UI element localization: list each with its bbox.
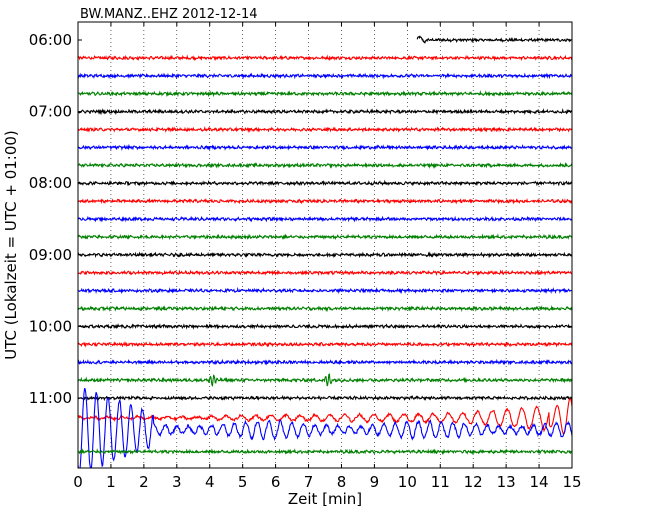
x-tick-label: 11: [431, 473, 450, 491]
x-tick-label: 12: [464, 473, 483, 491]
plot-frame: [77, 21, 573, 469]
y-axis-title: UTC (Lokalzeit = UTC + 01:00): [2, 130, 20, 360]
trace-line: [78, 373, 572, 387]
trace-line: [78, 341, 572, 348]
y-tick-label: 11:00: [29, 389, 72, 407]
trace-line: [416, 35, 572, 44]
trace-line: [78, 394, 572, 402]
trace-line: [78, 233, 572, 241]
trace-line: [78, 72, 572, 80]
chart-title: BW.MANZ..EHZ 2012-12-14: [80, 7, 258, 22]
x-tick-label: 4: [205, 473, 215, 491]
x-tick-label: 8: [337, 473, 347, 491]
trace-line: [78, 215, 572, 223]
x-tick-label: 1: [106, 473, 116, 491]
x-tick-label: 5: [238, 473, 248, 491]
x-tick-label: 13: [497, 473, 516, 491]
x-tick-label: 7: [304, 473, 314, 491]
trace-line: [78, 358, 572, 366]
y-tick-label: 06:00: [29, 31, 72, 49]
trace-line: [78, 125, 572, 134]
trace-line: [78, 323, 572, 330]
x-tick-label: 10: [398, 473, 417, 491]
x-tick-label: 15: [562, 473, 581, 491]
x-tick-label: 2: [139, 473, 149, 491]
x-tick-label: 9: [370, 473, 380, 491]
x-axis-title: Zeit [min]: [288, 490, 362, 508]
trace-line: [78, 197, 572, 205]
trace-line: [78, 388, 572, 468]
trace-line: [78, 179, 572, 187]
x-tick-label: 6: [271, 473, 281, 491]
x-axis-ticks: 0 1 2 3 4 5 6 7 8 9 10 11 12 13 14 15: [73, 22, 582, 491]
trace-group: [78, 35, 572, 468]
trace-line: [78, 143, 572, 152]
vertical-grid: [110, 22, 540, 468]
y-tick-label: 10:00: [29, 317, 72, 335]
trace-line: [78, 89, 572, 98]
x-tick-label: 0: [73, 473, 83, 491]
x-tick-label: 14: [530, 473, 549, 491]
y-axis-ticks: 06:00 07:00 08:00 09:00 10:00 11:00: [29, 31, 572, 407]
trace-line: [78, 304, 572, 313]
trace-line: [78, 54, 572, 62]
trace-line: [78, 161, 572, 169]
trace-line: [78, 286, 572, 295]
trace-line: [78, 108, 572, 116]
trace-line: [78, 251, 572, 259]
x-tick-label: 3: [172, 473, 182, 491]
trace-line: [78, 448, 572, 456]
trace-line: [78, 269, 572, 276]
y-tick-label: 09:00: [29, 246, 72, 264]
y-tick-label: 08:00: [29, 174, 72, 192]
trace-line: [78, 397, 572, 435]
y-tick-label: 07:00: [29, 103, 72, 121]
